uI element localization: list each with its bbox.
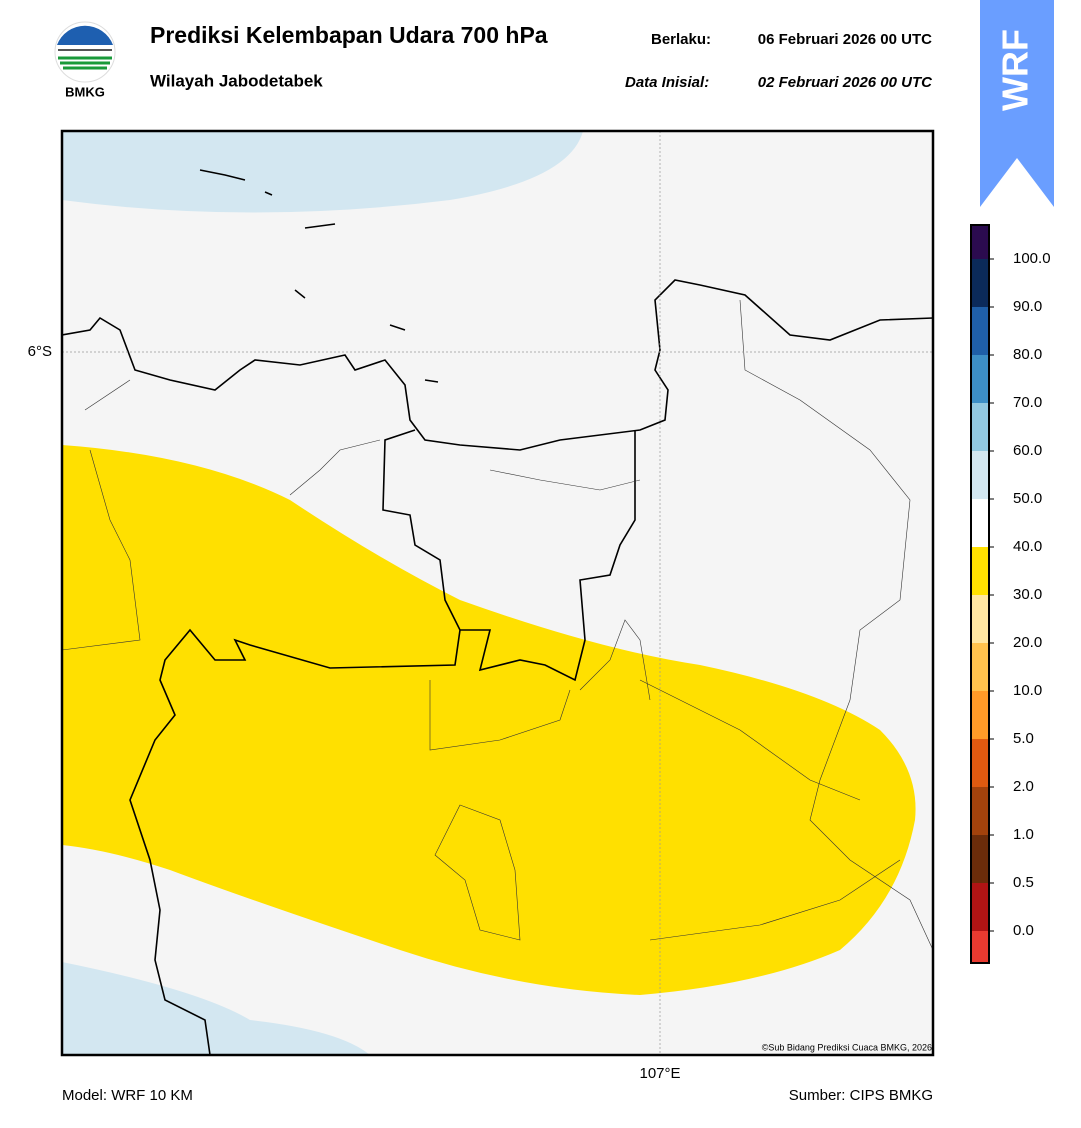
title: Prediksi Kelembapan Udara 700 hPa: [150, 22, 548, 48]
humid-area: [62, 962, 370, 1055]
colorbar-label: 80.0: [1013, 346, 1042, 363]
valid-date: 06 Februari 2026 00 UTC: [758, 31, 932, 48]
colorbar-label: 100.0: [1013, 250, 1051, 267]
colorbar-label: 5.0: [1013, 730, 1034, 747]
colorbar-label: 10.0: [1013, 682, 1042, 699]
colorbar-bin: [971, 499, 989, 547]
logo: BMKG: [54, 21, 116, 99]
province-border: [460, 430, 636, 682]
colorbar-frame: [970, 224, 990, 964]
colorbar-bin: [971, 355, 989, 403]
colorbar-label: 30.0: [1013, 586, 1042, 603]
colorbar-label: 0.5: [1013, 874, 1034, 891]
colorbar-label: 40.0: [1013, 538, 1042, 555]
subtitle: Wilayah Jabodetabek: [150, 71, 323, 90]
colorbar-bin: [971, 595, 989, 643]
map-frame: [60, 129, 935, 1057]
province-border: [129, 429, 461, 1055]
colorbar-label: 20.0: [1013, 634, 1042, 651]
colorbar-bin: [971, 739, 989, 787]
logo-text: BMKG: [65, 84, 105, 99]
humid-area: [62, 131, 583, 213]
colorbar-label: 1.0: [1013, 826, 1034, 843]
source: Sumber: CIPS BMKG: [789, 1087, 933, 1104]
init-label: Data Inisial:: [625, 74, 709, 91]
colorbar-bin: [971, 403, 989, 451]
colorbar-label: 90.0: [1013, 298, 1042, 315]
colorbar-bin: [971, 259, 989, 307]
colorbar-label: 50.0: [1013, 490, 1042, 507]
colorbar-bin: [971, 835, 989, 883]
colorbar-label: 0.0: [1013, 922, 1034, 939]
model: Model: WRF 10 KM: [62, 1087, 193, 1104]
humidity-band: [62, 445, 916, 995]
valid-label: Berlaku:: [651, 31, 711, 48]
lon-label: 107°E: [639, 1065, 680, 1082]
colorbar-bin: [971, 931, 989, 963]
lat-label: 6°S: [28, 343, 52, 360]
colorbar-bin: [971, 451, 989, 499]
colorbar-bin: [971, 307, 989, 355]
badge: [980, 0, 1054, 207]
badge-text: WRF: [995, 29, 1036, 111]
colorbar-bin: [971, 225, 989, 259]
map: ©Sub Bidang Prediksi Cuaca BMKG, 2026: [62, 131, 933, 1055]
colorbar-bin: [971, 691, 989, 739]
colorbar: 100.0 90.0 80.0 70.0 60.0 50.0 40.0 30.0 20.0 10.…: [970, 224, 1051, 964]
colorbar-bin: [971, 883, 989, 931]
coastline: [62, 279, 933, 451]
init-date: 02 Februari 2026 00 UTC: [758, 74, 933, 91]
islands: [199, 169, 439, 383]
colorbar-bin: [971, 787, 989, 835]
credit: ©Sub Bidang Prediksi Cuaca BMKG, 2026: [762, 1042, 932, 1052]
colorbar-bin: [971, 547, 989, 595]
colorbar-bin: [971, 643, 989, 691]
colorbar-label: 2.0: [1013, 778, 1034, 795]
colorbar-label: 60.0: [1013, 442, 1042, 459]
district-border: [62, 299, 933, 951]
colorbar-label: 70.0: [1013, 394, 1042, 411]
